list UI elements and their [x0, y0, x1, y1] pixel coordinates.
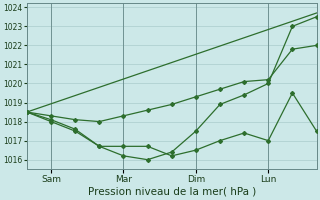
X-axis label: Pression niveau de la mer( hPa ): Pression niveau de la mer( hPa ) — [88, 187, 256, 197]
